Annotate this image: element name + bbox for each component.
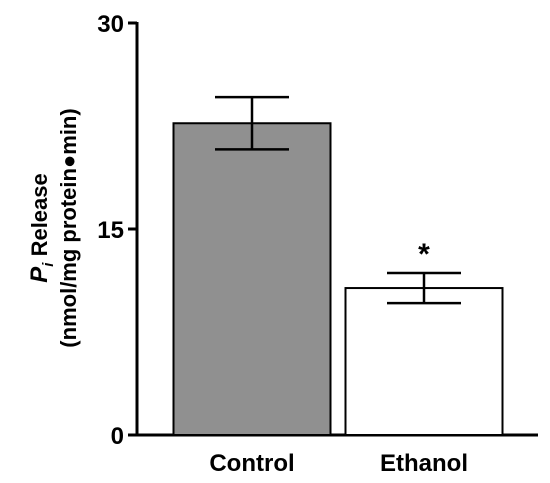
bar-control: [172, 122, 332, 437]
bars: [172, 122, 504, 437]
y-tick-label: 0: [111, 423, 124, 450]
y-tick-label: 15: [97, 217, 124, 244]
y-tick-label: 30: [97, 11, 124, 38]
x-category-label-ethanol: Ethanol: [380, 450, 468, 477]
significance-marker-ethanol: *: [418, 238, 430, 271]
y-axis-label: Pi Release: [26, 173, 57, 282]
y-axis-units: (nmol/mg protein●min): [56, 108, 81, 347]
error-bars: [215, 95, 461, 305]
x-category-label-control: Control: [209, 450, 294, 477]
y-axis-label-subscript: i: [40, 262, 57, 267]
y-axis-title: Pi Release (nmol/mg protein●min): [26, 108, 81, 347]
y-axis-label-symbol: P: [26, 266, 53, 283]
bar-ethanol: [344, 287, 504, 437]
y-axis-label-text: Release: [27, 173, 52, 262]
